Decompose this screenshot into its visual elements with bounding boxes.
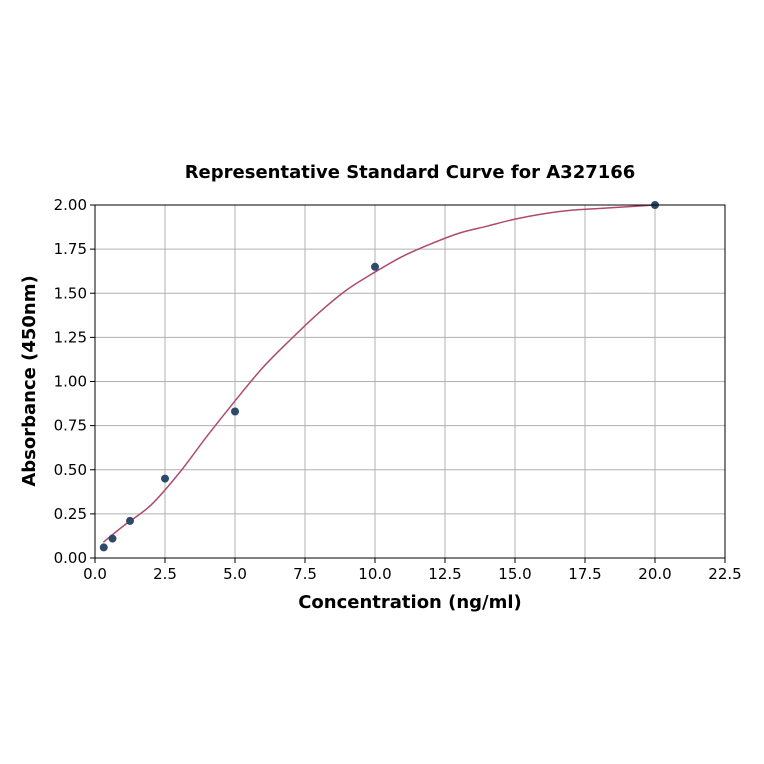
x-tick-label: 12.5 (428, 565, 461, 583)
x-tick-label: 22.5 (708, 565, 741, 583)
y-tick-label: 2.00 (54, 196, 87, 214)
x-tick-label: 15.0 (498, 565, 531, 583)
x-axis-label: Concentration (ng/ml) (298, 592, 522, 613)
y-tick-label: 1.00 (54, 373, 87, 391)
y-axis-ticks: 0.00 0.25 0.50 0.75 1.00 1.25 1.50 1.75 2.00 (54, 196, 95, 567)
y-tick-label: 0.50 (54, 461, 87, 479)
y-tick-label: 0.25 (54, 505, 87, 523)
y-tick-label: 0.00 (54, 549, 87, 567)
y-tick-label: 1.25 (54, 328, 87, 346)
x-tick-label: 0.0 (83, 565, 107, 583)
data-point (108, 534, 117, 543)
data-point (371, 262, 379, 271)
data-point (99, 543, 108, 552)
y-tick-label: 1.50 (54, 284, 87, 302)
fit-curve-layer (102, 204, 656, 543)
y-axis-label: Absorbance (450nm) (19, 275, 40, 486)
chart-title: Representative Standard Curve for A32716… (185, 162, 636, 183)
fit-curve-line (102, 204, 656, 543)
data-point (231, 407, 239, 416)
x-tick-label: 10.0 (358, 565, 391, 583)
x-tick-label: 2.5 (153, 565, 177, 583)
y-tick-label: 0.75 (54, 417, 87, 435)
data-points-layer (99, 201, 659, 552)
x-tick-label: 7.5 (293, 565, 317, 583)
x-tick-label: 17.5 (568, 565, 601, 583)
y-tick-label: 1.75 (54, 240, 87, 258)
x-tick-label: 5.0 (223, 565, 247, 583)
data-point (126, 516, 134, 525)
grid (94, 204, 726, 559)
x-tick-label: 20.0 (638, 565, 671, 583)
data-point (161, 474, 169, 483)
x-axis-ticks: 0.0 2.5 5.0 7.5 10.0 12.5 15.0 17.5 20.0 22.5 (83, 558, 742, 583)
